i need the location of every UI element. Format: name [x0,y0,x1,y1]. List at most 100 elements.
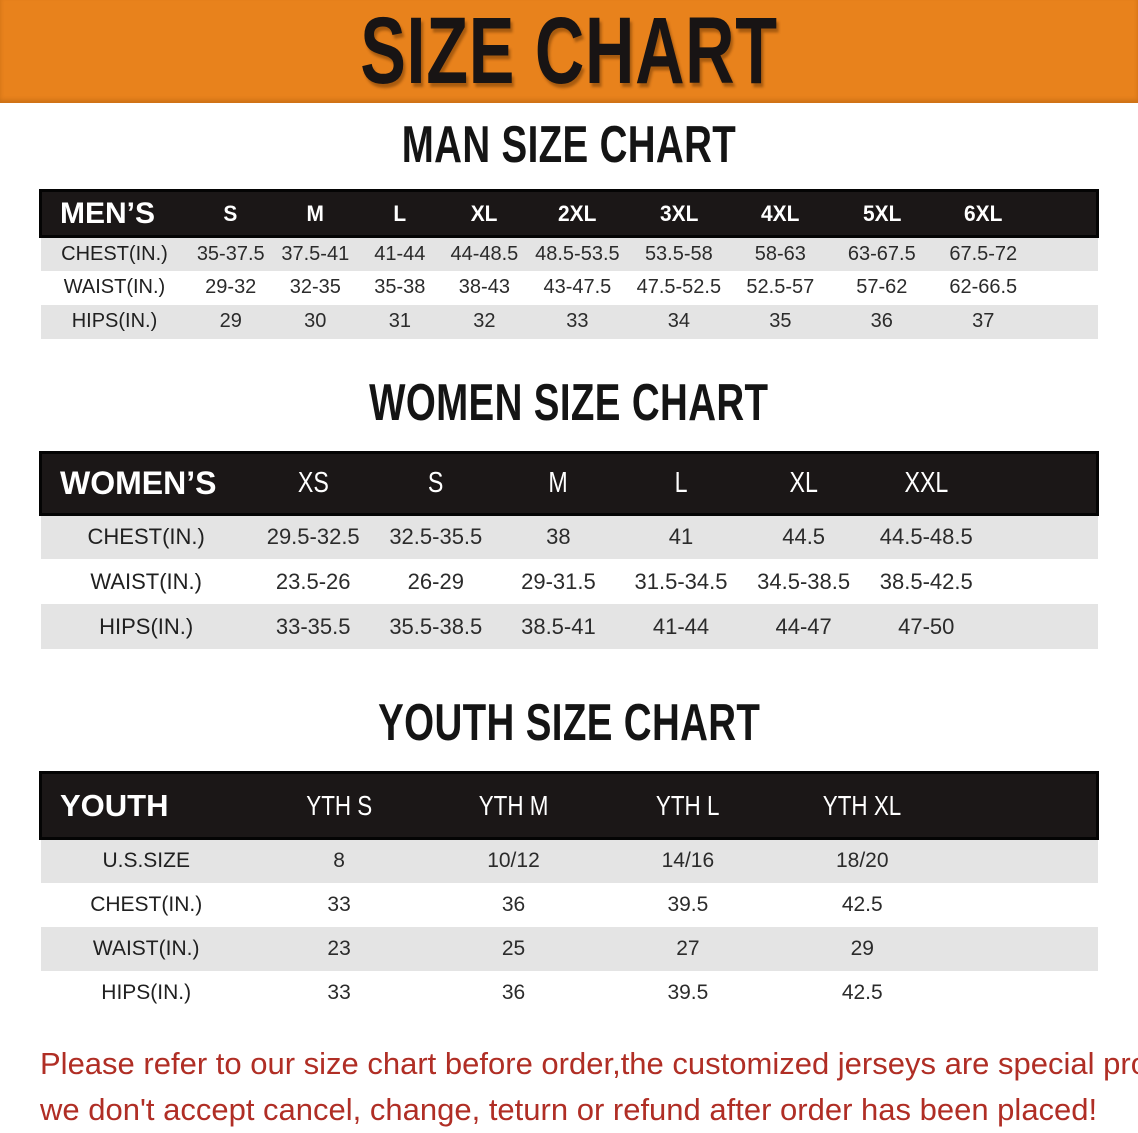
youth-section-heading: YOUTH SIZE CHART [0,695,1138,751]
value-cell: 41 [668,524,694,550]
table-row: HIPS(IN.) 29 30 31 32 33 34 35 36 37 [40,304,1098,339]
table-row: U.S.SIZE 8 10/12 14/16 18/20 [40,838,1098,883]
value-cell: 39.5 [667,980,709,1004]
men-size-table: MEN’S S M L XL 2XL 3XL 4XL 5XL 6XL CHEST(IN.) 35-37… [39,189,1099,339]
value-cell: 53.5-58 [644,242,713,265]
size-column-header: S [223,200,238,226]
row-spacer [949,883,1097,927]
value-cell: 23.5-26 [275,568,351,594]
women-size-table: WOMEN’S XS S M L XL XXL CHEST(IN.) 29.5-32.5 32.5… [39,451,1099,649]
table-row: CHEST(IN.) 33 36 39.5 42.5 [40,882,1098,927]
size-column-header: YTH S [306,789,373,821]
value-cell: 37 [972,310,995,332]
value-cell: 31 [388,310,411,332]
value-cell: 26-29 [407,568,464,594]
value-cell: 48.5-53.5 [535,242,620,265]
value-cell: 44-48.5 [450,242,519,265]
value-cell: 14/16 [661,849,715,873]
value-cell: 63-67.5 [847,242,916,265]
value-cell: 38.5-41 [521,613,596,639]
value-cell: 39.5 [667,892,709,916]
row-spacer [949,839,1097,883]
value-cell: 29 [219,310,242,332]
value-cell: 47.5-52.5 [636,276,722,298]
value-cell: 23 [327,936,351,960]
value-cell: 29-31.5 [521,568,596,594]
row-spacer [988,559,1098,604]
size-column-header: M [306,200,324,226]
value-cell: 58-63 [754,242,806,265]
size-column-header: XS [297,466,329,499]
table-title: WOMEN’S [60,464,217,501]
row-spacer [949,971,1097,1015]
women-heading-text: WOMEN SIZE CHART [369,373,769,432]
value-cell: 25 [501,936,526,960]
header-spacer [988,452,1098,514]
table-row: HIPS(IN.) 33-35.5 35.5-38.5 38.5-41 41-44 44-… [40,604,1098,649]
value-cell: 44.5-48.5 [879,524,973,550]
value-cell: 36 [501,980,526,1004]
value-cell: 36 [501,892,526,916]
row-spacer [1034,305,1098,339]
row-label: CHEST(IN.) [90,892,203,916]
value-cell: 37.5-41 [281,242,350,265]
banner-title: SIZE CHART [360,0,778,104]
value-cell: 62-66.5 [949,276,1018,298]
table-row: HIPS(IN.) 33 36 39.5 42.5 [40,970,1098,1015]
value-cell: 52.5-57 [746,276,815,298]
women-section-heading: WOMEN SIZE CHART [0,375,1138,431]
value-cell: 33 [566,310,589,332]
value-cell: 43-47.5 [543,276,612,298]
value-cell: 41-44 [652,613,710,639]
value-cell: 32-35 [289,276,341,298]
value-cell: 35-37.5 [196,242,265,265]
note-line-2: we don't accept cancel, change, teturn o… [40,1091,1098,1127]
row-spacer [1034,271,1098,305]
value-cell: 44.5 [782,524,826,550]
row-label: WAIST(IN.) [92,936,200,960]
size-column-header: S [428,466,444,499]
value-cell: 31.5-34.5 [634,568,728,594]
size-column-header: YTH M [478,789,549,821]
value-cell: 57-62 [856,276,908,298]
value-cell: 18/20 [835,849,889,873]
row-label: CHEST(IN.) [87,524,205,550]
size-column-header: L [393,200,407,226]
table-row: WAIST(IN.) 23.5-26 26-29 29-31.5 31.5-34.5 34… [40,559,1098,604]
note-line-1: Please refer to our size chart before or… [40,1045,1138,1081]
value-cell: 38.5-42.5 [879,568,973,594]
men-heading-text: MAN SIZE CHART [401,116,737,174]
value-cell: 29.5-32.5 [266,524,360,550]
value-cell: 41-44 [374,242,426,265]
size-column-header: YTH L [656,789,720,821]
table-row: WAIST(IN.) 29-32 32-35 35-38 38-43 43-47.5 47.… [40,270,1098,305]
value-cell: 32 [473,310,496,332]
row-label: HIPS(IN.) [71,310,158,332]
row-label: WAIST(IN.) [63,276,166,298]
value-cell: 29-32 [205,276,257,298]
value-cell: 34.5-38.5 [757,568,851,594]
size-column-header: 4XL [761,200,800,226]
row-label: HIPS(IN.) [101,980,192,1004]
order-policy-note: Please refer to our size chart before or… [40,1041,1138,1133]
row-spacer [988,604,1098,649]
size-column-header: 5XL [862,200,901,226]
value-cell: 33-35.5 [275,613,351,639]
table-row: CHEST(IN.) 35-37.5 37.5-41 41-44 44-48.5 48.5… [40,236,1098,271]
row-spacer [1034,237,1098,271]
row-spacer [988,514,1098,559]
header-row: YOUTH YTH S YTH M YTH L YTH XL [40,772,1098,839]
size-chart-banner: SIZE CHART [0,0,1138,103]
men-section-heading: MAN SIZE CHART [0,117,1138,173]
value-cell: 29 [850,936,874,960]
table-title: YOUTH [60,787,169,823]
value-cell: 44-47 [775,613,832,639]
size-column-header: 2XL [558,200,597,226]
header-row: WOMEN’S XS S M L XL XXL [40,452,1098,514]
row-label: WAIST(IN.) [90,568,202,594]
value-cell: 30 [304,310,327,332]
value-cell: 42.5 [841,980,883,1004]
header-row: MEN’S S M L XL 2XL 3XL 4XL 5XL 6XL [40,190,1098,237]
value-cell: 10/12 [487,849,540,873]
header-spacer [949,773,1097,839]
